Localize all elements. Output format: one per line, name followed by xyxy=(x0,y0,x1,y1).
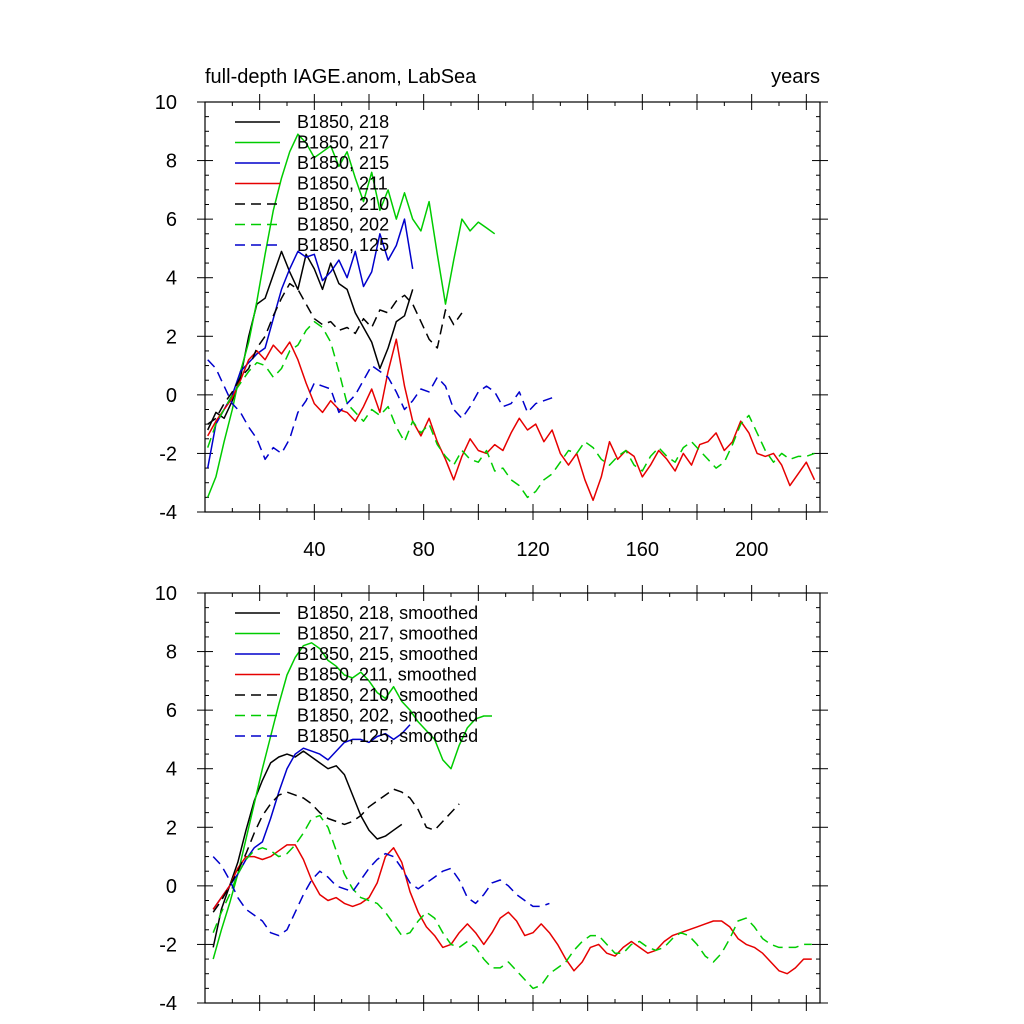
top-panel: full-depth IAGE.anom, LabSea years 40 80 1… xyxy=(155,66,828,561)
top-x-tick-label: 40 xyxy=(303,539,325,561)
bottom-y-tick-label: 8 xyxy=(166,642,177,664)
bottom-series-line-1 xyxy=(212,642,492,960)
bottom-legend-label: B1850, 215, smoothed xyxy=(297,644,478,664)
bottom-legend-label: B1850, 217, smoothed xyxy=(297,624,478,644)
top-y-tick-label: 2 xyxy=(166,326,177,348)
bottom-series-line-2 xyxy=(212,724,411,910)
top-legend-label: B1850, 217 xyxy=(297,133,389,153)
top-y-tick-label: 6 xyxy=(166,209,177,231)
bottom-series-line-5 xyxy=(212,814,812,990)
bottom-series-group xyxy=(212,642,812,990)
top-legend-label: B1850, 215 xyxy=(297,153,389,173)
top-y-tick-label: 0 xyxy=(166,385,177,407)
top-y-tick-label: -4 xyxy=(159,502,177,524)
top-y-tick-label: 10 xyxy=(155,92,177,114)
bottom-y-tick-label: -4 xyxy=(159,993,177,1015)
top-x-tick-label: 120 xyxy=(516,539,549,561)
top-legend-label: B1850, 218 xyxy=(297,112,389,132)
top-legend-label: B1850, 202 xyxy=(297,215,389,235)
bottom-y-tick-label: -2 xyxy=(159,934,177,956)
bottom-legend-label: B1850, 202, smoothed xyxy=(297,706,478,726)
top-legend-label: B1850, 210 xyxy=(297,194,389,214)
top-x-tick-label: 200 xyxy=(735,539,768,561)
bottom-y-tick-label: 0 xyxy=(166,876,177,898)
bottom-legend-label: B1850, 211, smoothed xyxy=(297,665,477,685)
bottom-axis-ticks: -4 -2 0 2 4 6 8 10 xyxy=(155,583,828,1015)
bottom-y-tick-label: 2 xyxy=(166,817,177,839)
top-series-line-3 xyxy=(207,338,816,502)
bottom-series-line-3 xyxy=(212,844,812,975)
top-series-line-2 xyxy=(206,218,414,469)
top-series-group xyxy=(206,133,816,502)
top-y-tick-label: 4 xyxy=(166,268,177,290)
top-axis-ticks: 40 80 120 160 200 -4 -2 0 2 4 6 8 10 xyxy=(155,92,828,561)
top-series-line-1 xyxy=(207,133,496,498)
top-y-tick-label: -2 xyxy=(159,443,177,465)
bottom-series-line-4 xyxy=(212,788,460,913)
bottom-legend-label: B1850, 218, smoothed xyxy=(297,603,478,623)
bottom-series-line-6 xyxy=(212,852,550,937)
bottom-legend-label: B1850, 210, smoothed xyxy=(297,685,478,705)
top-y-tick-label: 8 xyxy=(166,151,177,173)
bottom-series-line-0 xyxy=(212,750,403,948)
bottom-y-tick-label: 6 xyxy=(166,700,177,722)
top-legend-label: B1850, 211 xyxy=(297,174,388,194)
top-chart-title: full-depth IAGE.anom, LabSea xyxy=(205,66,477,88)
bottom-y-tick-label: 10 xyxy=(155,583,177,605)
top-series-line-5 xyxy=(206,320,815,499)
top-series-line-6 xyxy=(207,359,553,461)
top-x-tick-label: 80 xyxy=(413,539,435,561)
bottom-y-tick-label: 4 xyxy=(166,759,177,781)
top-series-line-4 xyxy=(207,282,463,425)
bottom-legend-label: B1850, 125, smoothed xyxy=(297,726,478,746)
top-x-tick-label: 160 xyxy=(626,539,659,561)
top-legend-label: B1850, 125 xyxy=(297,235,389,255)
top-chart-units: years xyxy=(771,66,820,88)
